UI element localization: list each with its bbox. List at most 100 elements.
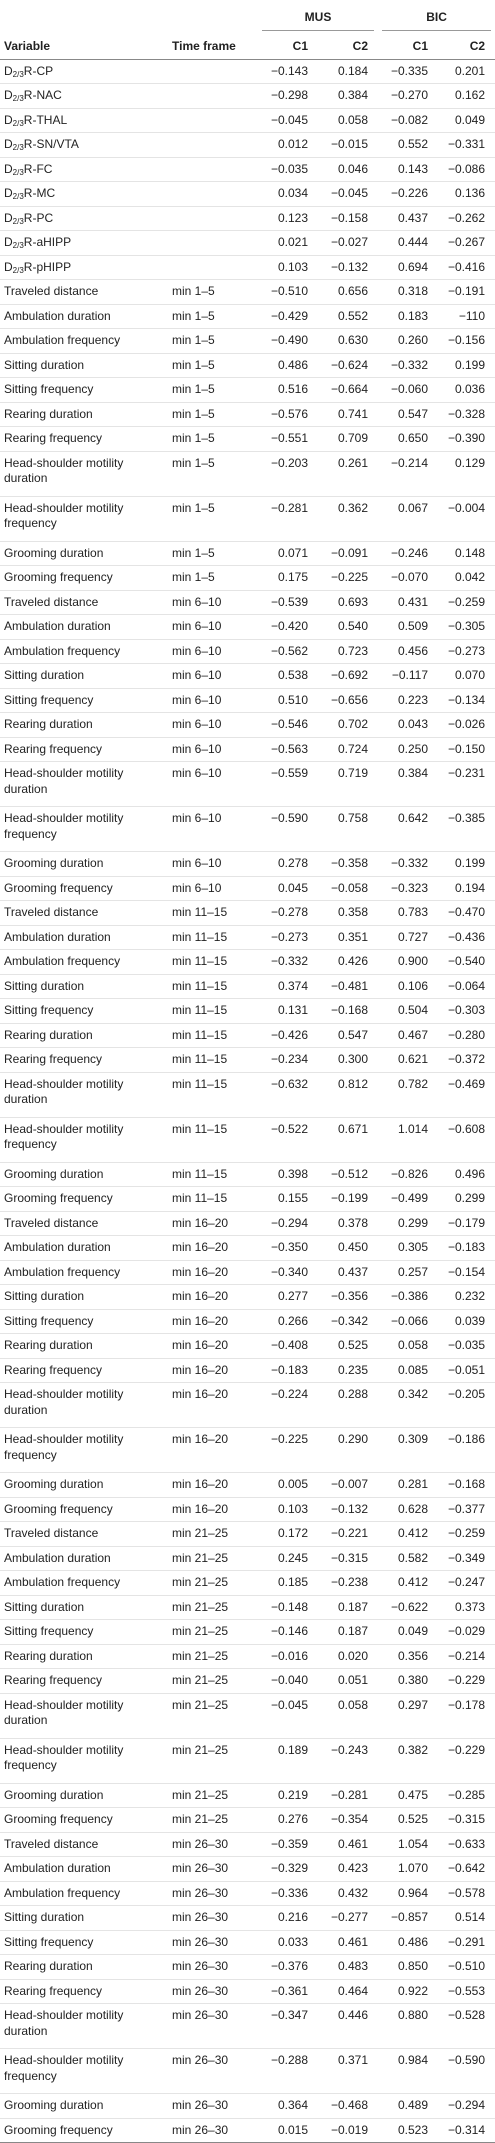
table-row: Rearing duration min 26–30 −0.376 0.483 0.85… [0,1954,495,1980]
mus-c1: 0.189 [258,1738,318,1784]
variable: Ambulation frequency [0,639,168,664]
time-frame: min 21–25 [168,1644,258,1669]
table-row: Sitting frequency min 11–15 0.131 −0.168 0.5… [0,998,495,1024]
bic-c2: −0.247 [438,1570,495,1596]
variable: Grooming frequency [0,1807,168,1833]
mus-c2: 0.432 [318,1881,379,1906]
mus-c2: −0.199 [318,1186,379,1212]
bic-c1: 0.456 [378,639,439,664]
mus-c1: −0.347 [258,2003,318,2049]
bic-c2: −0.183 [438,1235,495,1261]
table-row: Rearing duration min 21–25 −0.016 0.020 0.35… [0,1644,495,1669]
table-row: Head-shoulder motility duration min 6–10−… [0,761,495,807]
mus-c2: −0.019 [318,2118,379,2143]
bic-c1: 0.143 [378,157,439,182]
time-frame: min 16–20 [168,1333,258,1359]
bic-c2: −0.150 [438,737,495,762]
time-frame: min 21–25 [168,1807,258,1833]
variable: Rearing duration [0,402,168,427]
bic-c2: 0.201 [438,59,495,84]
time-frame: min 26–30 [168,1905,258,1931]
table-row: Ambulation duration min 6–10 −0.420 0.540 0.… [0,614,495,640]
bic-c1: 0.297 [378,1693,439,1739]
variable: Traveled distance [0,1211,168,1236]
table-row: Sitting duration min 26–30 0.216 −0.277 −0.8… [0,1905,495,1931]
table-row: Ambulation frequency min 1–5 −0.490 0.630 0.… [0,328,495,354]
variable: Traveled distance [0,279,168,305]
mus-c2: −0.624 [318,353,379,378]
bic-c2: −0.262 [438,206,495,231]
bic-c2: −0.035 [438,1333,495,1359]
table-row: Sitting duration min 16–20 0.277 −0.356 −0.3… [0,1284,495,1310]
table-row: Sitting frequency min 21–25 −0.146 0.187 0.0… [0,1619,495,1645]
bic-c2: −0.470 [438,900,495,926]
mus-c1: −0.632 [258,1072,318,1118]
time-frame: min 21–25 [168,1693,258,1739]
variable: Head-shoulder motility frequency [0,496,168,542]
mus-c2: 0.051 [318,1668,379,1694]
bic-c1: 0.489 [378,2093,439,2119]
mus-c1: 0.398 [258,1162,318,1187]
mus-c1: 0.278 [258,851,318,877]
bic-c2: −0.291 [438,1930,495,1955]
table-row: D2/3R-PC 0.123 −0.158 0.437 −0.262 [0,206,495,231]
time-frame: min 1–5 [168,565,258,591]
bic-c1: 0.523 [378,2118,439,2143]
time-frame: min 6–10 [168,737,258,762]
variable: D2/3R-CP [0,59,168,84]
bic-c2: −0.328 [438,402,495,427]
mus-c1: 0.277 [258,1284,318,1310]
variable: Sitting duration [0,353,168,378]
bic-c1: −0.082 [378,108,439,133]
bic-c1: −0.332 [378,851,439,877]
variable: Rearing duration [0,712,168,738]
mus-c1: −0.045 [258,108,318,133]
mus-c2: 0.423 [318,1856,379,1882]
mus-c1: −0.563 [258,737,318,762]
bic-c1: 0.260 [378,328,439,354]
mus-c1: −0.016 [258,1644,318,1669]
mus-c1: 0.071 [258,541,318,566]
bic-c1: 0.106 [378,974,439,999]
bic-c1: 0.552 [378,132,439,158]
mus-c1: 0.021 [258,230,318,256]
variable: Sitting frequency [0,998,168,1024]
time-frame: min 1–5 [168,353,258,378]
variable: Head-shoulder motility frequency [0,1427,168,1473]
bic-c1: 0.342 [378,1382,439,1428]
time-frame: min 16–20 [168,1358,258,1383]
mus-c2: 0.525 [318,1333,379,1359]
bic-c1: −0.323 [378,876,439,901]
bic-c2: 0.514 [438,1905,495,1931]
bic-c2: −0.578 [438,1881,495,1906]
variable: D2/3R-SN/VTA [0,132,168,158]
mus-c2: 0.235 [318,1358,379,1383]
table-row: Sitting frequency min 6–10 0.510 −0.656 0.22… [0,688,495,713]
table-row: Ambulation duration min 11–15 −0.273 0.351 0… [0,925,495,950]
bic-c2: −0.280 [438,1023,495,1048]
mus-c2: −0.281 [318,1783,379,1808]
bic-c1: 0.043 [378,712,439,738]
variable: D2/3R-THAL [0,108,168,133]
table-row: D2/3R-CP −0.143 0.184 −0.335 0.201 [0,59,495,84]
bic-c2: −0.372 [438,1047,495,1073]
mus-c2: 0.483 [318,1954,379,1980]
table-row: Sitting duration min 11–15 0.374 −0.481 0.10… [0,974,495,999]
mus-c2: 0.450 [318,1235,379,1261]
time-frame: min 6–10 [168,806,258,852]
time-frame: min 26–30 [168,1930,258,1955]
mus-c1: −0.288 [258,2048,318,2094]
bic-c2: 0.232 [438,1284,495,1310]
mus-c2: 0.261 [318,451,379,497]
mus-c1: 0.374 [258,974,318,999]
variable: Grooming frequency [0,2118,168,2143]
variable: D2/3R-aHIPP [0,230,168,256]
mus-c1: −0.361 [258,1979,318,2004]
mus-c2: −0.356 [318,1284,379,1310]
bic-c1: −0.214 [378,451,439,497]
bic-c1: 0.380 [378,1668,439,1694]
mus-c1: −0.336 [258,1881,318,1906]
bic-c2: −0.231 [438,761,495,807]
bic-c1: 0.049 [378,1619,439,1645]
bic-c1: 0.621 [378,1047,439,1073]
